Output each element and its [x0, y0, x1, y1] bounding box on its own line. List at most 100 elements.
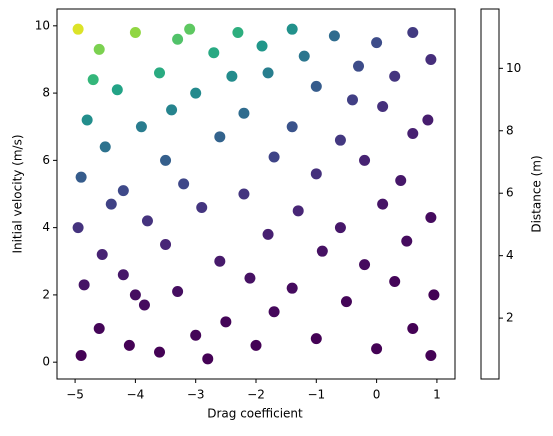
colorbar-tick-label: 10 — [506, 61, 521, 75]
point — [196, 201, 208, 213]
point — [72, 222, 84, 234]
point — [154, 346, 166, 358]
point — [298, 50, 310, 62]
point — [359, 259, 371, 271]
point — [334, 134, 346, 146]
point — [268, 151, 280, 163]
point — [208, 47, 220, 59]
point — [75, 349, 87, 361]
colorbar-tick-label: 4 — [506, 248, 514, 262]
point — [262, 228, 274, 240]
point — [75, 171, 87, 183]
point — [286, 23, 298, 35]
point — [359, 154, 371, 166]
point — [407, 27, 419, 39]
point — [93, 323, 105, 335]
point — [346, 94, 358, 106]
point — [117, 185, 129, 197]
point — [268, 306, 280, 318]
colorbar-label: Distance (m) — [530, 155, 544, 232]
x-tick-label: 1 — [433, 388, 441, 402]
point — [154, 67, 166, 79]
point — [340, 296, 352, 308]
x-tick-label: −3 — [187, 388, 205, 402]
point — [286, 282, 298, 294]
point — [160, 238, 172, 250]
point — [262, 67, 274, 79]
point — [172, 286, 184, 298]
point — [141, 215, 153, 227]
point — [389, 275, 401, 287]
point — [371, 343, 383, 355]
point — [93, 43, 105, 55]
point — [184, 23, 196, 35]
point — [135, 121, 147, 133]
point — [310, 333, 322, 345]
x-tick-label: −2 — [247, 388, 265, 402]
point — [202, 353, 214, 365]
point — [96, 249, 108, 261]
point — [214, 255, 226, 267]
point — [389, 70, 401, 82]
point — [129, 289, 141, 301]
point — [292, 205, 304, 217]
point — [286, 121, 298, 133]
point — [129, 27, 141, 39]
point — [238, 188, 250, 200]
point — [190, 329, 202, 341]
point — [123, 339, 135, 351]
point — [214, 131, 226, 143]
point — [117, 269, 129, 281]
colorbar-tick-label: 6 — [506, 186, 514, 200]
plot-frame — [56, 8, 456, 380]
point — [138, 299, 150, 311]
point — [72, 23, 84, 35]
y-tick-label: 8 — [42, 86, 50, 100]
point — [377, 101, 389, 113]
y-tick-label: 0 — [42, 355, 50, 369]
point — [316, 245, 328, 257]
point — [334, 222, 346, 234]
x-tick-label: −1 — [307, 388, 325, 402]
point — [105, 198, 117, 210]
point — [232, 27, 244, 39]
point — [407, 127, 419, 139]
point — [425, 212, 437, 224]
point — [395, 175, 407, 187]
y-tick-label: 4 — [42, 220, 50, 234]
y-tick-label: 6 — [42, 153, 50, 167]
colorbar-tick-label: 2 — [506, 311, 514, 325]
point — [407, 323, 419, 335]
x-tick-label: −4 — [127, 388, 145, 402]
point — [172, 33, 184, 45]
point — [250, 339, 262, 351]
point — [160, 154, 172, 166]
x-tick-label: −5 — [66, 388, 84, 402]
point — [178, 178, 190, 190]
x-axis-label: Drag coefficient — [207, 407, 303, 421]
point — [256, 40, 268, 52]
point — [226, 70, 238, 82]
point — [422, 114, 434, 126]
point — [328, 30, 340, 42]
point — [81, 114, 93, 126]
y-tick-label: 10 — [35, 18, 50, 32]
point — [428, 289, 440, 301]
point — [238, 107, 250, 119]
point — [244, 272, 256, 284]
point — [353, 60, 365, 72]
point — [310, 80, 322, 92]
point — [87, 74, 99, 86]
colorbar-tick-label: 8 — [506, 123, 514, 137]
point — [111, 84, 123, 96]
point — [377, 198, 389, 210]
x-tick-label: 0 — [373, 388, 381, 402]
point — [425, 53, 437, 65]
point — [220, 316, 232, 328]
point — [166, 104, 178, 116]
point — [78, 279, 90, 291]
point — [310, 168, 322, 180]
point — [401, 235, 413, 247]
point — [99, 141, 111, 153]
